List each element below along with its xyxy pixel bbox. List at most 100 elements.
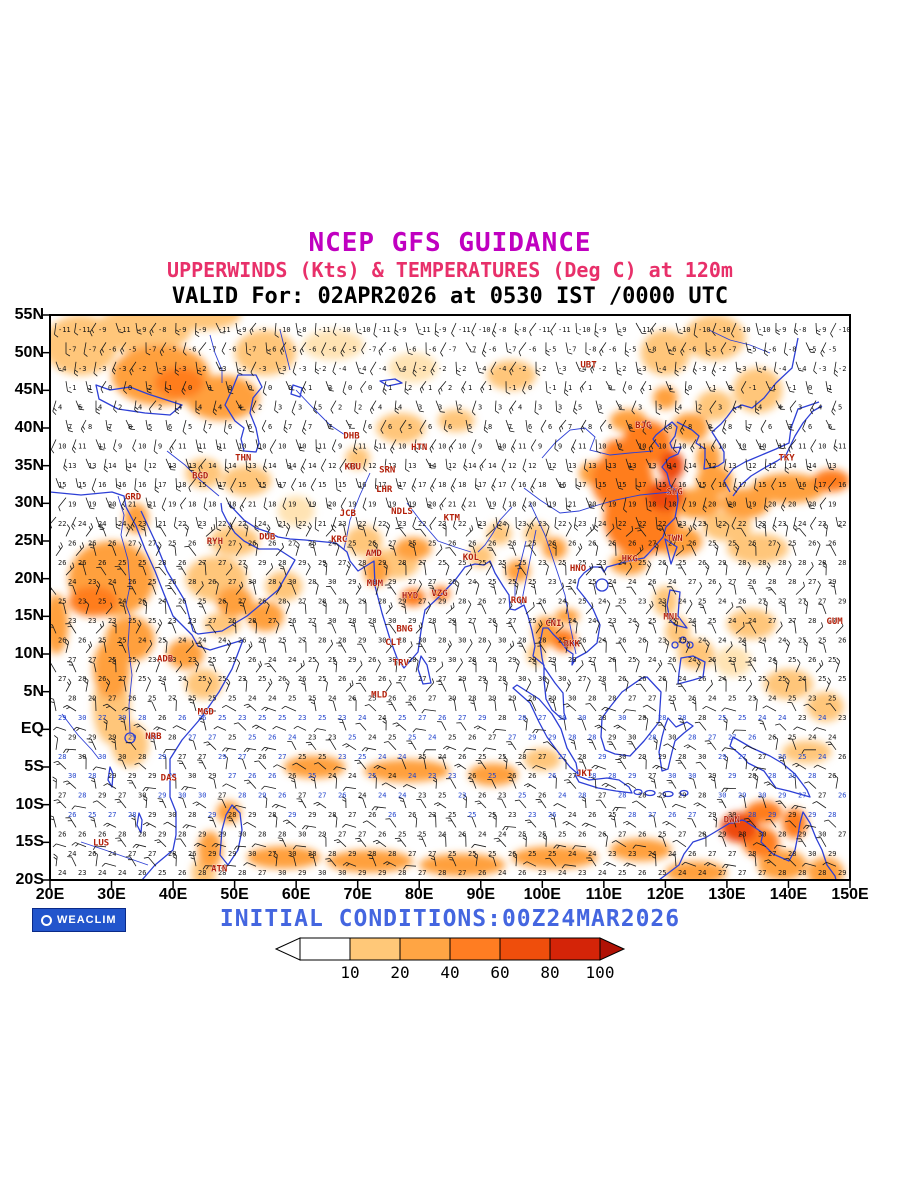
svg-text:7: 7 bbox=[788, 423, 792, 431]
svg-text:27: 27 bbox=[98, 714, 106, 722]
svg-text:2: 2 bbox=[358, 404, 362, 412]
svg-text:25: 25 bbox=[418, 753, 426, 761]
svg-text:-4: -4 bbox=[778, 365, 786, 373]
svg-text:-4: -4 bbox=[798, 365, 806, 373]
svg-text:29: 29 bbox=[118, 714, 126, 722]
svg-text:-4: -4 bbox=[498, 365, 506, 373]
svg-text:29: 29 bbox=[658, 792, 666, 800]
svg-text:28: 28 bbox=[458, 598, 466, 606]
svg-text:26: 26 bbox=[488, 539, 496, 547]
svg-text:-11: -11 bbox=[458, 326, 471, 334]
svg-text:24: 24 bbox=[398, 753, 406, 761]
svg-text:29: 29 bbox=[798, 830, 806, 838]
svg-text:30: 30 bbox=[328, 578, 336, 586]
svg-text:-5: -5 bbox=[288, 345, 296, 353]
svg-text:3: 3 bbox=[618, 404, 622, 412]
coastline-hainan bbox=[595, 578, 609, 592]
svg-text:11: 11 bbox=[578, 442, 586, 450]
svg-text:26: 26 bbox=[698, 559, 706, 567]
coastline-iran-gulf bbox=[227, 502, 337, 544]
svg-text:25: 25 bbox=[778, 675, 786, 683]
svg-text:27: 27 bbox=[398, 675, 406, 683]
svg-text:25: 25 bbox=[608, 811, 616, 819]
svg-text:29: 29 bbox=[718, 559, 726, 567]
svg-text:29: 29 bbox=[728, 772, 736, 780]
svg-text:16: 16 bbox=[358, 481, 366, 489]
svg-text:29: 29 bbox=[448, 617, 456, 625]
svg-text:26: 26 bbox=[58, 636, 66, 644]
station-label: GUM bbox=[826, 617, 843, 627]
y-axis-label: EQ bbox=[20, 720, 44, 738]
svg-text:28: 28 bbox=[768, 578, 776, 586]
svg-text:23: 23 bbox=[188, 656, 196, 664]
svg-text:-7: -7 bbox=[148, 345, 156, 353]
svg-text:-2: -2 bbox=[238, 365, 246, 373]
svg-text:26: 26 bbox=[548, 772, 556, 780]
svg-text:26: 26 bbox=[668, 656, 676, 664]
svg-text:25: 25 bbox=[98, 636, 106, 644]
svg-text:24: 24 bbox=[378, 792, 386, 800]
svg-text:-8: -8 bbox=[798, 326, 806, 334]
svg-text:25: 25 bbox=[198, 598, 206, 606]
svg-text:22: 22 bbox=[818, 520, 826, 528]
svg-text:26: 26 bbox=[688, 539, 696, 547]
svg-text:25: 25 bbox=[148, 695, 156, 703]
svg-text:25: 25 bbox=[258, 675, 266, 683]
svg-text:4: 4 bbox=[678, 404, 682, 412]
svg-text:5: 5 bbox=[838, 404, 842, 412]
svg-text:25: 25 bbox=[648, 617, 656, 625]
svg-text:13: 13 bbox=[248, 462, 256, 470]
svg-text:21: 21 bbox=[148, 501, 156, 509]
x-axis-label: 20E bbox=[35, 886, 65, 903]
svg-text:6: 6 bbox=[368, 423, 372, 431]
svg-text:27: 27 bbox=[88, 656, 96, 664]
svg-text:27: 27 bbox=[648, 772, 656, 780]
svg-text:27: 27 bbox=[218, 559, 226, 567]
svg-text:27: 27 bbox=[558, 753, 566, 761]
coastline-arabia bbox=[140, 502, 296, 635]
svg-text:-10: -10 bbox=[478, 326, 491, 334]
svg-text:25: 25 bbox=[548, 850, 556, 858]
svg-text:26: 26 bbox=[288, 772, 296, 780]
svg-text:29: 29 bbox=[708, 772, 716, 780]
svg-text:28: 28 bbox=[118, 830, 126, 838]
svg-text:-10: -10 bbox=[758, 326, 771, 334]
svg-text:27: 27 bbox=[418, 869, 426, 877]
svg-text:12: 12 bbox=[768, 462, 776, 470]
svg-text:-6: -6 bbox=[528, 345, 536, 353]
svg-text:2: 2 bbox=[448, 384, 452, 392]
svg-text:13: 13 bbox=[388, 462, 396, 470]
svg-text:19: 19 bbox=[368, 501, 376, 509]
svg-text:30: 30 bbox=[68, 772, 76, 780]
svg-text:-2: -2 bbox=[438, 365, 446, 373]
svg-text:28: 28 bbox=[748, 850, 756, 858]
svg-text:24: 24 bbox=[768, 656, 776, 664]
svg-text:-8: -8 bbox=[298, 326, 306, 334]
svg-text:24: 24 bbox=[558, 869, 566, 877]
svg-text:28: 28 bbox=[798, 559, 806, 567]
svg-text:25: 25 bbox=[478, 753, 486, 761]
svg-text:29: 29 bbox=[738, 792, 746, 800]
svg-text:27: 27 bbox=[678, 830, 686, 838]
svg-text:27: 27 bbox=[768, 539, 776, 547]
svg-text:-1: -1 bbox=[548, 384, 556, 392]
svg-text:26: 26 bbox=[688, 850, 696, 858]
svg-text:27: 27 bbox=[718, 869, 726, 877]
svg-text:-9: -9 bbox=[138, 326, 146, 334]
river-zambezi bbox=[80, 841, 149, 866]
svg-text:25: 25 bbox=[318, 753, 326, 761]
svg-text:26: 26 bbox=[508, 850, 516, 858]
svg-text:-11: -11 bbox=[538, 326, 551, 334]
y-axis-label: 20S bbox=[15, 871, 44, 888]
svg-text:19: 19 bbox=[68, 501, 76, 509]
station-label: TWN bbox=[666, 534, 682, 544]
svg-text:19: 19 bbox=[308, 501, 316, 509]
svg-text:1: 1 bbox=[828, 384, 832, 392]
svg-text:25: 25 bbox=[498, 753, 506, 761]
svg-text:25: 25 bbox=[788, 656, 796, 664]
svg-text:26: 26 bbox=[178, 559, 186, 567]
svg-text:28: 28 bbox=[608, 695, 616, 703]
svg-text:4: 4 bbox=[138, 404, 142, 412]
svg-text:28: 28 bbox=[168, 850, 176, 858]
svg-text:24: 24 bbox=[198, 636, 206, 644]
